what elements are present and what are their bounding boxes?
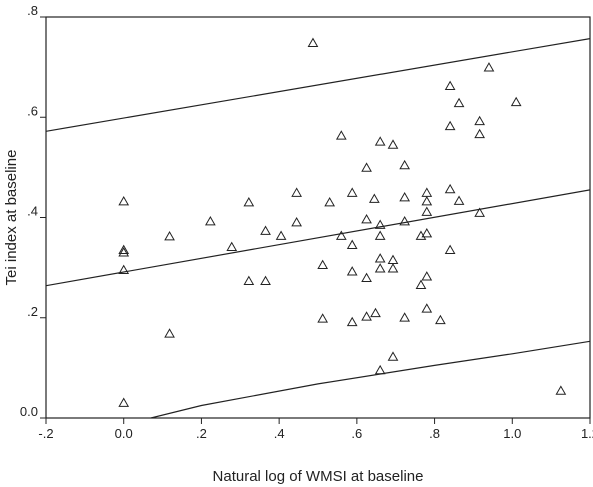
y-tick-label: .4 (27, 204, 38, 219)
data-point (399, 191, 411, 202)
data-point (205, 216, 216, 226)
data-point (444, 244, 456, 254)
lower-prediction-band (150, 340, 590, 418)
x-tick-label: .6 (351, 426, 362, 441)
data-point (118, 397, 130, 407)
data-point (399, 159, 411, 170)
data-point (243, 196, 255, 207)
data-point (260, 225, 271, 235)
data-point (164, 328, 175, 338)
axis-ticks (40, 16, 591, 424)
data-point (307, 37, 319, 47)
y-axis-title: Tei index at baseline (3, 150, 20, 286)
data-point (317, 313, 329, 323)
data-point (346, 187, 358, 197)
data-point (226, 241, 238, 251)
data-point (421, 187, 433, 197)
data-point (374, 253, 386, 263)
plot-area-frame (45, 16, 591, 419)
data-point (335, 130, 347, 140)
fit-lines (46, 38, 590, 418)
x-axis-title: Natural log of WMSI at baseline (213, 468, 424, 485)
data-point (275, 230, 287, 240)
data-point (346, 266, 358, 276)
data-point (118, 247, 130, 257)
data-point (324, 196, 336, 207)
data-point (291, 187, 302, 197)
data-point (335, 230, 347, 240)
data-point (368, 193, 380, 203)
data-point (291, 217, 302, 227)
x-tick-label: .2 (196, 426, 207, 441)
data-point (421, 228, 433, 238)
y-tick-label: .2 (27, 304, 38, 319)
data-point (435, 314, 446, 325)
x-tick-label: .4 (274, 426, 285, 441)
data-point (399, 312, 411, 322)
regression-line (46, 189, 590, 287)
data-points (118, 37, 567, 407)
upper-prediction-band (46, 38, 590, 132)
data-point (415, 279, 427, 290)
y-tick-label: .8 (27, 3, 38, 18)
data-point (387, 263, 399, 273)
data-point (399, 216, 411, 226)
data-point (387, 139, 399, 149)
x-tick-label: 0.0 (115, 426, 133, 441)
data-point (421, 271, 433, 281)
data-point (243, 275, 255, 286)
x-tick-label: 1.0 (503, 426, 521, 441)
tick-labels: -.20.0.2.4.6.81.01.20.0.2.4.6.8 (20, 3, 593, 441)
data-point (317, 259, 329, 269)
data-point (474, 115, 486, 126)
data-point (474, 207, 486, 217)
data-point (421, 195, 433, 206)
data-point (510, 96, 522, 107)
data-point (346, 239, 358, 249)
y-tick-label: .6 (27, 103, 38, 118)
data-point (361, 272, 372, 283)
data-point (444, 120, 456, 131)
data-point (453, 97, 465, 108)
x-tick-label: -.2 (38, 426, 53, 441)
data-point (260, 275, 271, 286)
y-tick-label: 0.0 (20, 404, 38, 419)
data-point (421, 206, 433, 216)
data-point (374, 263, 386, 273)
data-point (387, 254, 399, 264)
data-point (164, 231, 175, 241)
data-point (444, 80, 456, 91)
data-point (118, 264, 130, 275)
x-tick-label: .8 (429, 426, 440, 441)
data-point (361, 311, 372, 321)
data-point (374, 219, 386, 229)
data-point (453, 195, 465, 205)
data-point (483, 62, 495, 72)
data-point (370, 307, 381, 318)
data-point (361, 162, 372, 172)
data-point (118, 195, 130, 206)
data-point (361, 213, 372, 224)
x-tick-label: 1.2 (581, 426, 593, 441)
data-point (555, 385, 567, 395)
data-point (346, 316, 358, 327)
data-point (118, 244, 130, 254)
data-point (374, 364, 386, 375)
data-point (387, 351, 399, 361)
data-point (444, 183, 456, 194)
data-point (374, 136, 386, 146)
data-point (421, 303, 433, 313)
data-point (374, 230, 386, 240)
data-point (474, 128, 486, 139)
